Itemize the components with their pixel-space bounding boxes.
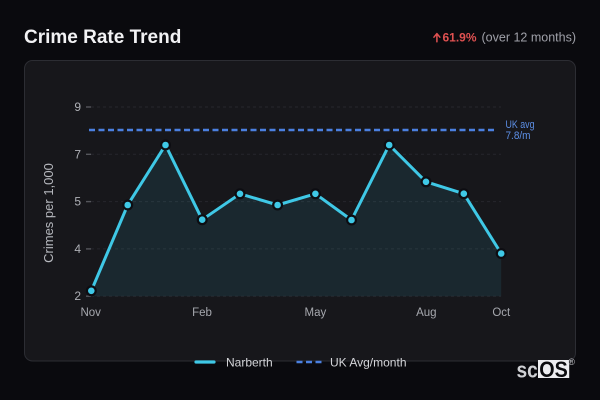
svg-text:UK avg: UK avg [506, 119, 535, 131]
svg-text:4: 4 [74, 242, 81, 256]
svg-text:UK Avg/month: UK Avg/month [330, 356, 407, 370]
svg-text:sc: sc [517, 358, 538, 383]
svg-text:Narberth: Narberth [226, 356, 273, 370]
svg-text:®: ® [568, 357, 575, 367]
svg-text:Feb: Feb [192, 307, 212, 319]
svg-text:5: 5 [74, 195, 81, 209]
svg-text:Nov: Nov [80, 307, 101, 319]
svg-text:7: 7 [74, 147, 81, 161]
svg-text:Crimes per 1,000: Crimes per 1,000 [41, 163, 56, 263]
svg-text:May: May [305, 307, 327, 319]
svg-text:Crime Rate Trend: Crime Rate Trend [24, 27, 181, 48]
svg-text:9: 9 [74, 100, 81, 114]
svg-text:7.8/m: 7.8/m [506, 130, 531, 142]
svg-text:Aug: Aug [416, 307, 436, 319]
svg-text:61.9%: 61.9% [443, 31, 477, 45]
svg-text:2: 2 [74, 289, 81, 303]
svg-text:(over 12 months): (over 12 months) [482, 31, 576, 45]
svg-text:Oct: Oct [492, 307, 511, 319]
svg-text:OS: OS [539, 357, 568, 382]
